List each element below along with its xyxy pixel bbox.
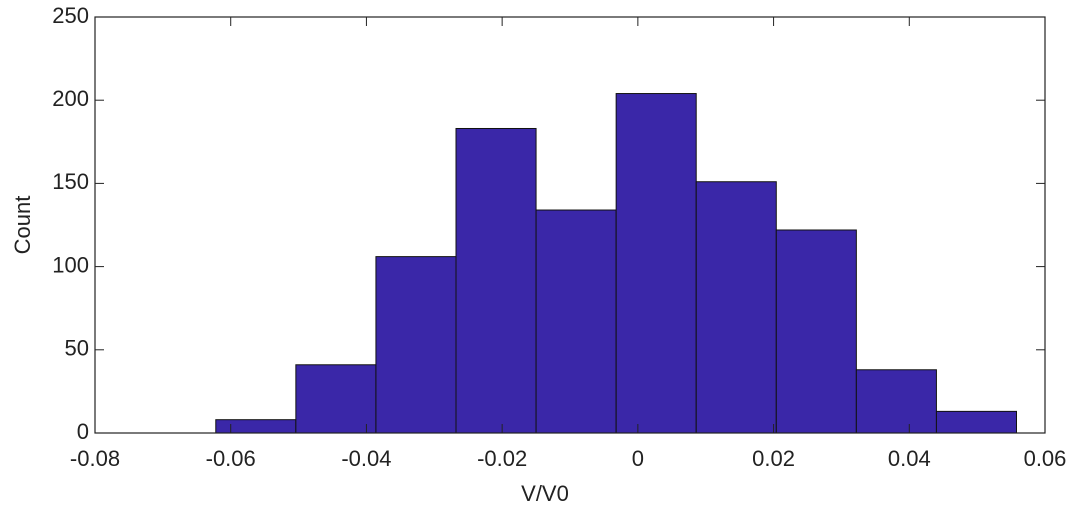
x-tick-label: 0.02 [752, 446, 795, 471]
y-tick-label: 0 [77, 419, 89, 444]
x-tick-label: 0 [632, 446, 644, 471]
y-tick-label: 200 [52, 86, 89, 111]
bar [455, 127, 537, 434]
bar [775, 229, 857, 434]
bar [535, 209, 617, 434]
bar [935, 410, 1018, 434]
bar [615, 93, 697, 434]
x-tick-label: 0.04 [888, 446, 931, 471]
x-tick-label: -0.08 [70, 446, 120, 471]
plot-frame [94, 16, 1046, 434]
bar [295, 364, 377, 434]
y-axis-label: Count [10, 196, 35, 255]
x-tick-label: 0.06 [1024, 446, 1067, 471]
bar [855, 369, 937, 434]
bar [695, 181, 777, 434]
x-tick-label: -0.02 [477, 446, 527, 471]
bar [215, 419, 297, 434]
y-tick-label: 150 [52, 169, 89, 194]
y-tick-label: 250 [52, 3, 89, 28]
bar [375, 256, 457, 434]
x-tick-label: -0.06 [206, 446, 256, 471]
x-tick-label: -0.04 [341, 446, 391, 471]
y-tick-label: 50 [65, 336, 89, 361]
y-tick-label: 100 [52, 252, 89, 277]
x-axis-label: V/V0 [521, 481, 569, 506]
